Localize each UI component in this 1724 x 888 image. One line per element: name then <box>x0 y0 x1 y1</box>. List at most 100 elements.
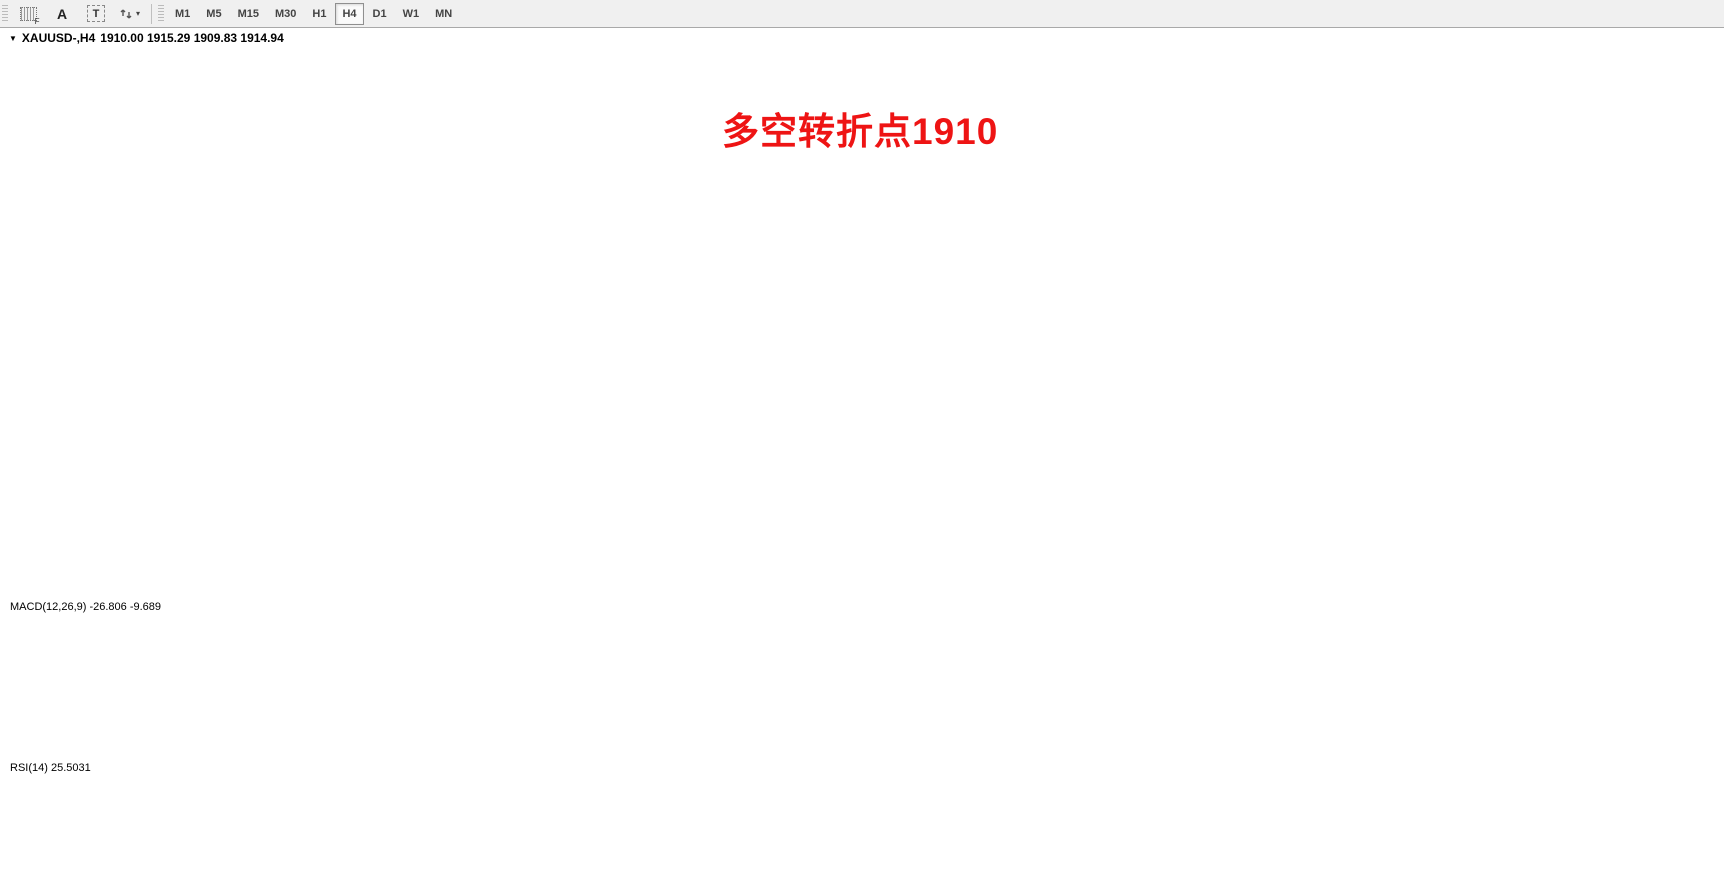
toolbar-grip[interactable] <box>2 4 8 23</box>
hline-handle[interactable] <box>9 253 19 263</box>
candle-body <box>1525 114 1531 123</box>
rsi-scale-label: 70 <box>1689 790 1701 802</box>
time-tick-label: 15 Jul 08:00 <box>711 876 771 888</box>
candle-body <box>1058 299 1064 318</box>
timeframe-button-H1[interactable]: H1 <box>312 7 327 20</box>
candle-body <box>1484 96 1490 112</box>
candle-body <box>139 540 145 543</box>
candle-body <box>246 540 252 542</box>
hline-1950.17[interactable] <box>8 253 1683 263</box>
candle-body <box>320 523 326 525</box>
candle-body <box>607 490 613 495</box>
candle-body <box>672 477 678 481</box>
timeframe-button-MN[interactable]: MN <box>435 7 453 20</box>
timeframe-button-M5[interactable]: M5 <box>206 7 222 20</box>
candle-body <box>705 503 711 506</box>
timeframe-button-M1[interactable]: M1 <box>175 7 191 20</box>
candle-body <box>270 538 276 542</box>
candle-body <box>1386 192 1392 206</box>
time-tick-label: 29 Jun 08:00 <box>123 876 187 888</box>
hline-price-badge-text: 1910.00 <box>1687 318 1724 330</box>
candle-body <box>492 486 498 488</box>
candle-body <box>623 483 629 489</box>
candle-body <box>648 481 654 483</box>
candle-body <box>459 500 465 507</box>
timeframe-button-M30[interactable]: M30 <box>274 7 297 20</box>
candle-body <box>402 512 408 514</box>
macd-scale-label: -29.516 <box>1689 745 1724 757</box>
candle-body <box>1148 276 1154 292</box>
hline-1910.00[interactable] <box>8 316 1683 326</box>
candle-body <box>131 542 137 544</box>
candle-body <box>516 479 522 482</box>
candle-body <box>1550 128 1556 132</box>
toolbar-grip-2[interactable] <box>158 4 164 23</box>
sort-arrows-button[interactable]: ▾ <box>114 2 146 25</box>
hline-handle[interactable] <box>1667 387 1677 397</box>
candle-body <box>328 517 334 524</box>
chart-title: ▼ XAUUSD-,H4 1910.00 1915.29 1909.83 191… <box>9 31 284 45</box>
candle-body <box>1517 83 1523 115</box>
candle-body <box>574 493 580 497</box>
candle-body <box>1164 259 1170 266</box>
toolbar-separator <box>151 3 152 24</box>
candle-body <box>820 458 826 463</box>
chart-shift-button[interactable]: F <box>12 2 44 26</box>
time-tick-label: 22 Jul 16:00 <box>971 876 1031 888</box>
hline-price-badge-text: 1980.00 <box>1687 308 1724 320</box>
current-price-badge: 1914.94 <box>1684 302 1724 317</box>
macd-label: MACD(12,26,9) -26.806 -9.689 <box>10 601 162 613</box>
candle-body <box>877 418 883 427</box>
time-tick-label: 24 Jul 00:00 <box>1036 876 1096 888</box>
hline-1980.00[interactable] <box>8 206 1683 216</box>
candle-body <box>1107 257 1113 259</box>
time-tick-label: 6 Aug 08:00 <box>1492 876 1551 888</box>
macd-scale[interactable]: 30.111 0.00 -29.516 <box>1683 602 1724 757</box>
candle-body <box>1131 258 1137 303</box>
candle-body <box>508 479 514 482</box>
timeframe-button-W1[interactable]: W1 <box>402 7 420 20</box>
price-axis[interactable]: 2072.10 2051.10 2030.70 2009.70 1989.30 1968.… <box>1683 61 1724 595</box>
candle-body <box>1394 164 1400 193</box>
hline-price-badge-bg <box>1684 385 1724 400</box>
hline-handle[interactable] <box>9 316 19 326</box>
hline-handle[interactable] <box>1667 316 1677 326</box>
candle-body <box>779 477 785 480</box>
hline-price-badge: 1820.00 <box>1684 456 1724 471</box>
hline-handle[interactable] <box>9 387 19 397</box>
hline-handle[interactable] <box>9 458 19 468</box>
candle-body <box>254 540 260 542</box>
candle-body <box>33 547 39 553</box>
ma-mid-line <box>10 170 1663 584</box>
candle-body <box>1541 126 1547 132</box>
hline-1865.00[interactable] <box>8 387 1683 397</box>
timeframe-button-H4[interactable]: H4 <box>335 2 364 25</box>
price-tick-label: 1926.90 <box>1689 290 1724 302</box>
price-tick-label: 2030.70 <box>1689 126 1724 138</box>
candle-body <box>467 492 473 501</box>
candle-body <box>713 503 719 506</box>
candle-body <box>1213 232 1219 235</box>
candle-body <box>771 479 777 485</box>
hline-handle[interactable] <box>1667 458 1677 468</box>
time-tick-label: 28 Jul 16:00 <box>1166 876 1226 888</box>
hline-handle[interactable] <box>9 206 19 216</box>
rsi-scale[interactable]: 100 70 30 0 <box>1683 759 1707 875</box>
timeframe-button-M15[interactable]: M15 <box>237 7 259 20</box>
candle-body <box>631 479 637 484</box>
hline-handle[interactable] <box>1667 253 1677 263</box>
current-price-badge-bg <box>1684 302 1724 317</box>
candle-body <box>1459 95 1465 98</box>
font-button[interactable]: A <box>46 2 78 25</box>
candle-body <box>426 512 432 516</box>
timeframe-button-D1[interactable]: D1 <box>372 7 387 20</box>
hline-1820.00[interactable] <box>8 458 1683 468</box>
candle-body <box>1361 217 1367 224</box>
text-object-button[interactable]: T <box>80 2 112 25</box>
candle-body <box>434 514 440 516</box>
time-axis[interactable]: 24 Jun 2020 26 Jun 00:00 29 Jun 08:00 30 Ju… <box>0 871 1684 888</box>
annotation-text: 多空转折点1910 <box>722 111 999 152</box>
hline-handle[interactable] <box>1667 206 1677 216</box>
candle-body <box>1345 213 1351 219</box>
hline-price-badge-bg <box>1684 306 1724 321</box>
